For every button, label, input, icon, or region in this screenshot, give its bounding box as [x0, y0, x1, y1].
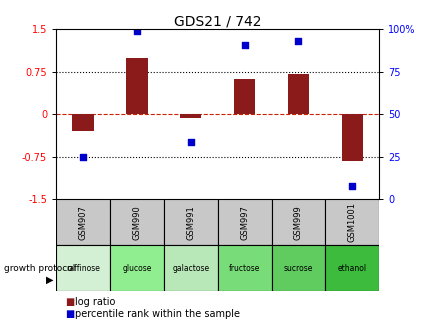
Bar [126, 58, 147, 114]
Bar [271, 245, 325, 291]
Bar [217, 245, 271, 291]
Bar [72, 114, 94, 131]
Bar [341, 114, 362, 161]
Text: GSM1001: GSM1001 [347, 202, 356, 242]
Bar [325, 245, 378, 291]
Text: GSM997: GSM997 [240, 205, 249, 240]
Text: GSM999: GSM999 [293, 205, 302, 240]
Text: ▶: ▶ [46, 275, 53, 284]
Text: log ratio: log ratio [75, 298, 116, 307]
Bar [56, 199, 110, 245]
Text: GSM907: GSM907 [78, 205, 87, 240]
Text: raffinose: raffinose [66, 264, 100, 273]
Bar [56, 245, 110, 291]
Point [133, 28, 140, 34]
Text: ■: ■ [64, 309, 74, 319]
Text: glucose: glucose [122, 264, 151, 273]
Text: fructose: fructose [228, 264, 260, 273]
Bar [217, 199, 271, 245]
Point [80, 154, 86, 160]
Point [348, 183, 355, 188]
Text: galactose: galactose [172, 264, 209, 273]
Title: GDS21 / 742: GDS21 / 742 [173, 14, 261, 28]
Bar [233, 79, 255, 114]
Text: GSM990: GSM990 [132, 205, 141, 240]
Point [241, 42, 248, 47]
Point [294, 39, 301, 44]
Text: ethanol: ethanol [337, 264, 366, 273]
Text: growth protocol: growth protocol [4, 264, 76, 273]
Text: sucrose: sucrose [283, 264, 313, 273]
Text: ■: ■ [64, 298, 74, 307]
Text: percentile rank within the sample: percentile rank within the sample [75, 309, 240, 319]
Point [187, 139, 194, 144]
Bar [325, 199, 378, 245]
Bar [163, 199, 217, 245]
Bar [180, 114, 201, 118]
Bar [271, 199, 325, 245]
Bar [163, 245, 217, 291]
Bar [110, 199, 163, 245]
Bar [287, 74, 309, 114]
Text: GSM991: GSM991 [186, 205, 195, 240]
Bar [110, 245, 163, 291]
